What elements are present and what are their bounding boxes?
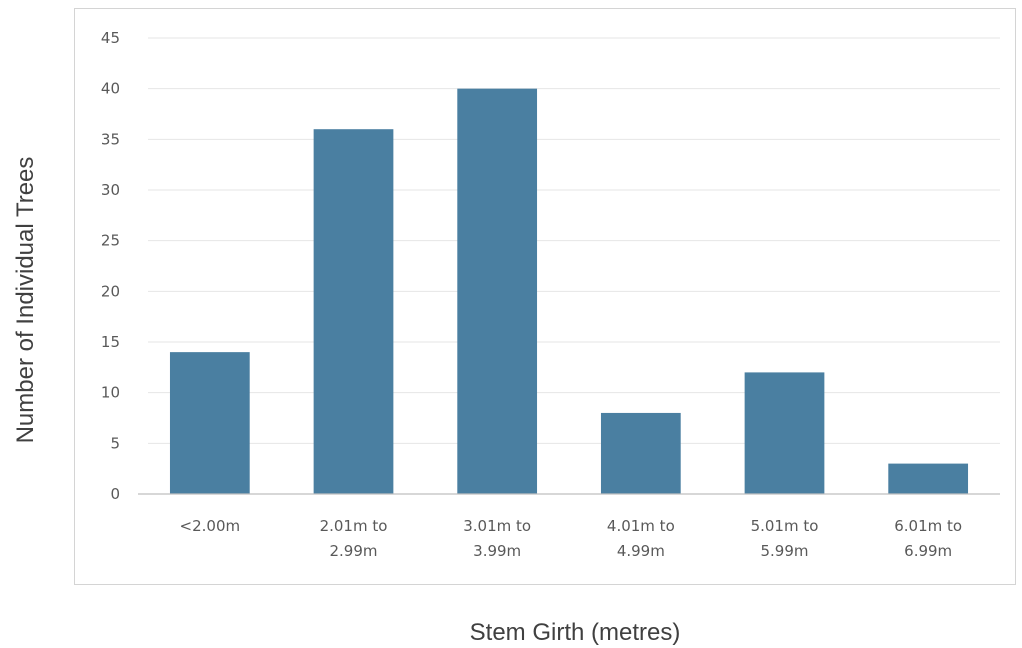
y-tick-label-40: 40	[101, 80, 120, 98]
bars	[169, 88, 969, 495]
bar-4	[744, 372, 825, 494]
bar-5	[888, 463, 969, 494]
y-tick-label-0: 0	[110, 485, 120, 503]
x-tick-label-2: 3.01m to 3.99m	[463, 517, 531, 560]
x-tick-label-0: <2.00m	[180, 517, 241, 535]
gridlines	[148, 37, 1000, 444]
x-tick-label-3: 4.01m to 4.99m	[607, 517, 675, 560]
x-axis-title: Stem Girth (metres)	[470, 619, 681, 646]
y-tick-label-10: 10	[101, 384, 120, 402]
y-tick-label-45: 45	[101, 29, 120, 47]
bar-0	[169, 352, 250, 494]
labels: 0 5 10 15 20 25 30 35 40 45 <2.00m 2.01m to 2.99m 3.0…	[101, 29, 962, 560]
bar-1	[313, 129, 394, 494]
x-tick-label-5: 6.01m to 6.99m	[894, 517, 962, 560]
y-tick-label-5: 5	[110, 434, 120, 452]
x-tick-label-1: 2.01m to 2.99m	[320, 517, 388, 560]
y-axis-title: Number of Individual Trees	[12, 157, 39, 444]
bar-2	[457, 88, 538, 495]
y-tick-label-20: 20	[101, 282, 120, 300]
y-tick-label-15: 15	[101, 333, 120, 351]
y-tick-label-30: 30	[101, 181, 120, 199]
y-tick-label-35: 35	[101, 130, 120, 148]
y-tick-label-25: 25	[101, 232, 120, 250]
bar-3	[600, 412, 681, 494]
x-tick-label-4: 5.01m to 5.99m	[751, 517, 819, 560]
